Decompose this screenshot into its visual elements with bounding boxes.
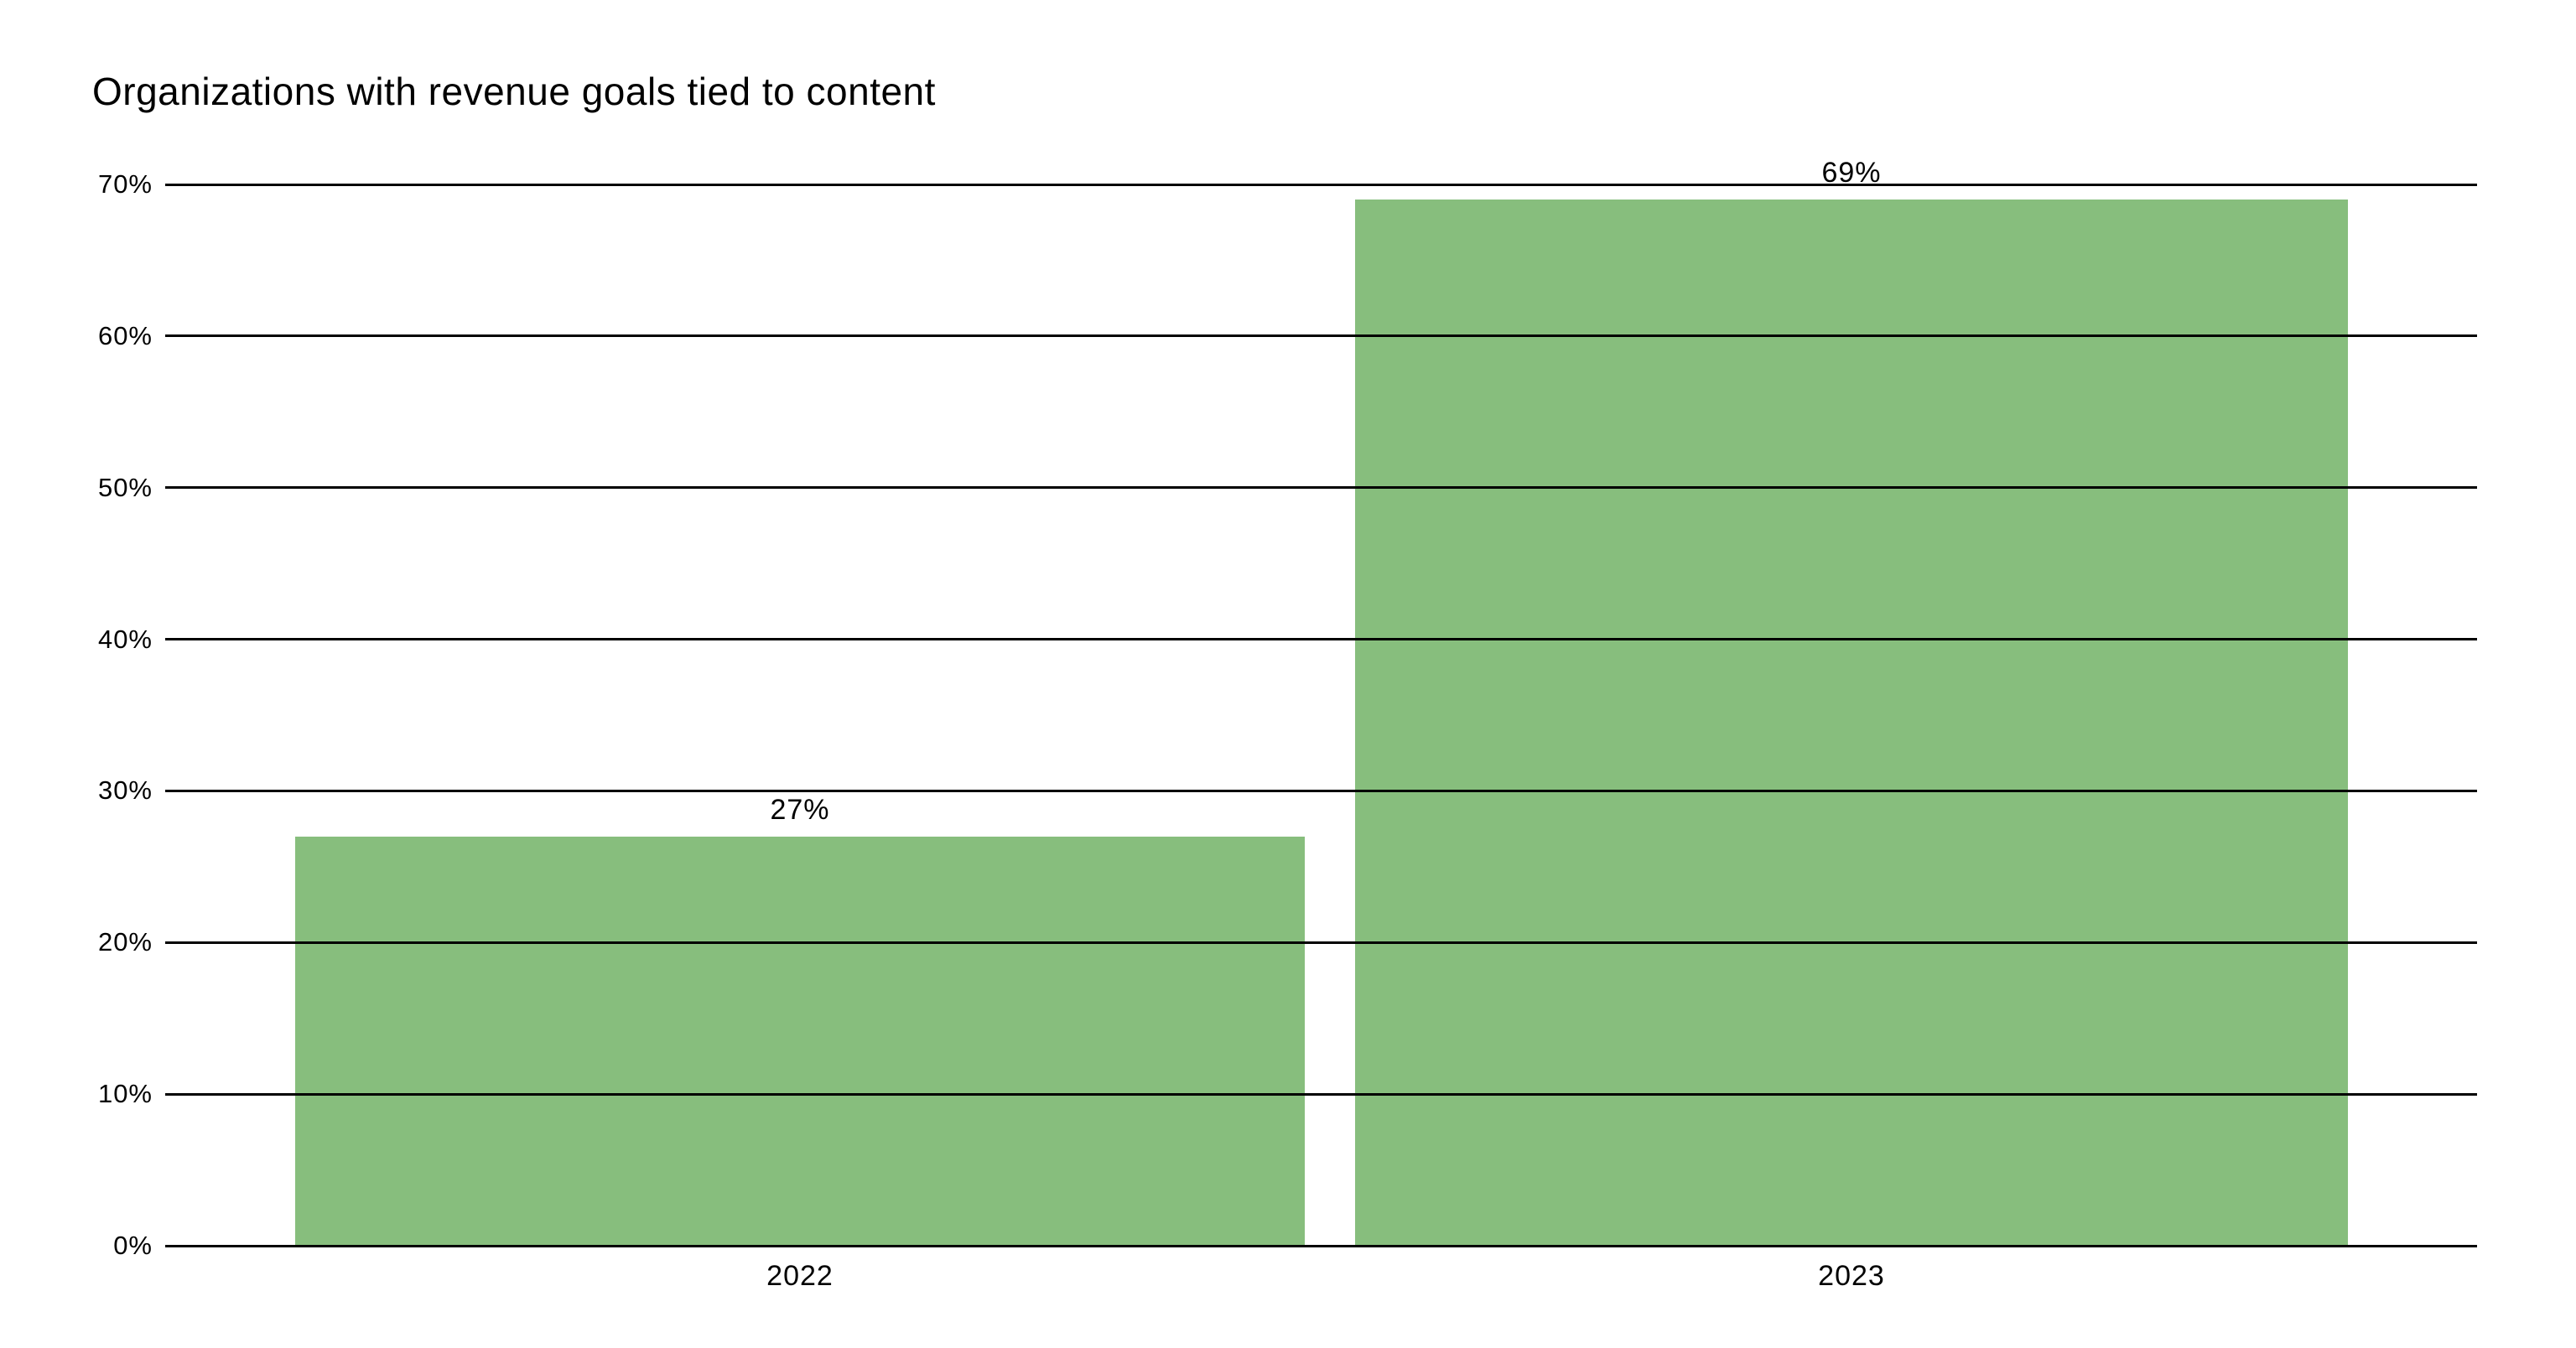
gridline-70%	[165, 184, 2477, 186]
y-axis-tick-label: 0%	[113, 1231, 153, 1260]
y-axis-tick-label: 60%	[97, 321, 153, 350]
y-axis-tick-label: 70%	[97, 169, 153, 199]
bar-value-label: 69%	[1821, 157, 1882, 189]
y-axis-tick-label: 10%	[97, 1079, 153, 1108]
y-axis-tick-label: 30%	[97, 775, 153, 805]
gridline-0%	[165, 1245, 2477, 1247]
bar-value-label: 27%	[770, 794, 830, 826]
bar-2022	[295, 837, 1305, 1247]
gridline-60%	[165, 334, 2477, 337]
y-axis-tick-label: 20%	[97, 927, 153, 957]
gridline-20%	[165, 941, 2477, 944]
gridline-40%	[165, 638, 2477, 640]
chart-title: Organizations with revenue goals tied to…	[92, 70, 936, 113]
gridline-50%	[165, 486, 2477, 489]
x-axis-category-label: 2023	[1818, 1260, 1885, 1292]
y-axis-tick-label: 40%	[97, 625, 153, 654]
x-axis-category-label: 2022	[766, 1260, 834, 1292]
gridline-10%	[165, 1093, 2477, 1096]
bar-2023	[1355, 200, 2348, 1247]
gridline-30%	[165, 790, 2477, 792]
y-axis-tick-label: 50%	[97, 473, 153, 502]
